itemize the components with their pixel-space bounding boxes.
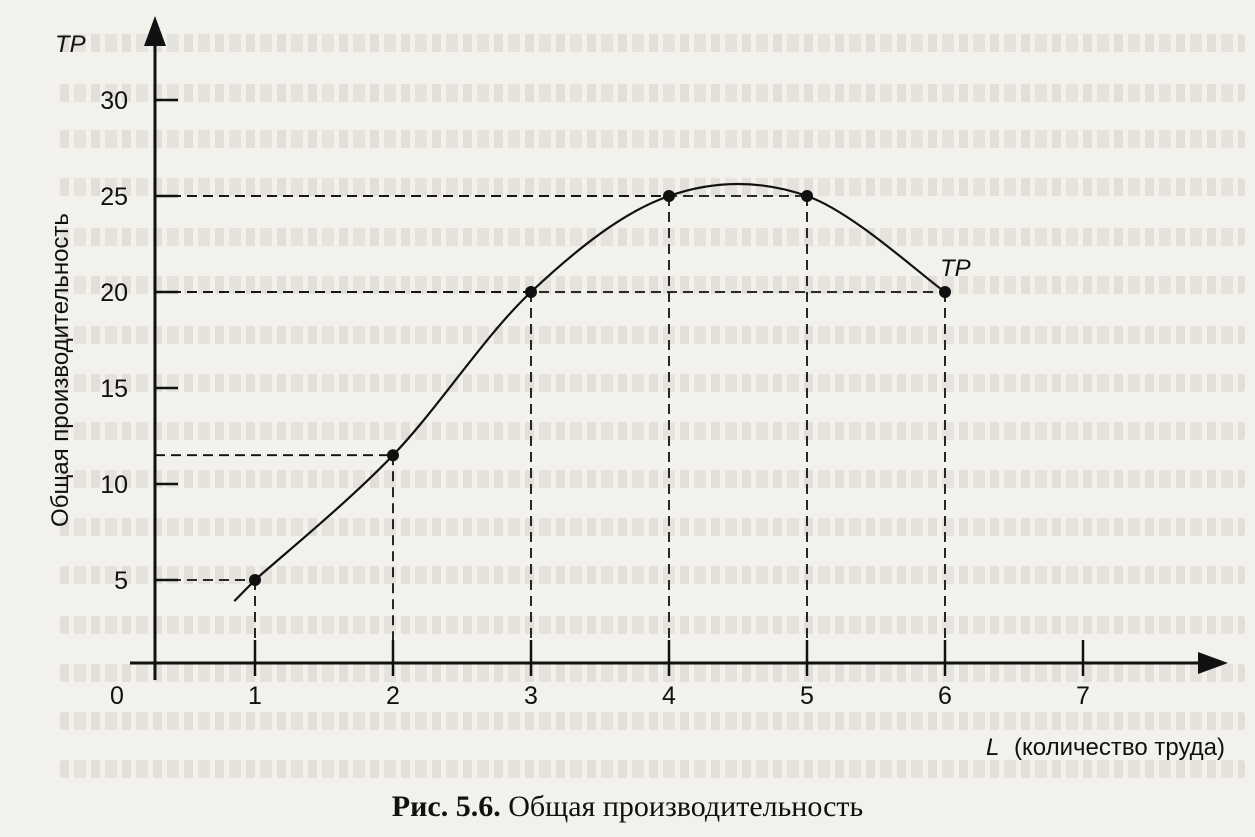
series-label: TP xyxy=(940,255,971,282)
x-axis-symbol: L xyxy=(986,734,999,761)
x-tick-label: 5 xyxy=(800,682,814,710)
tp-data-point xyxy=(525,286,537,298)
tp-data-point xyxy=(387,449,399,462)
y-tick-label: 5 xyxy=(114,567,128,595)
x-tick-label: 7 xyxy=(1076,682,1090,710)
axis-ticks: 5 10 15 20 25 30 1 2 3 4 5 6 7 xyxy=(100,87,1090,710)
tp-curve xyxy=(233,182,946,602)
projection-guides xyxy=(155,195,946,663)
y-axis-symbol: TP xyxy=(55,31,86,58)
x-tick-label: 6 xyxy=(938,682,952,710)
x-axis-title: L (количество труда) xyxy=(986,734,1225,761)
figure-caption: Рис. 5.6. Общая производительность xyxy=(0,790,1255,824)
y-tick-label: 30 xyxy=(100,87,128,115)
origin-label: 0 xyxy=(110,682,124,710)
tp-data-point xyxy=(801,190,813,202)
figure-caption-label: Рис. 5.6. xyxy=(391,790,501,823)
y-tick-label: 15 xyxy=(100,375,128,403)
y-axis-title: Общая производительность xyxy=(47,213,74,527)
x-tick-label: 3 xyxy=(524,682,538,710)
y-tick-label: 25 xyxy=(100,183,128,211)
tp-data-point xyxy=(939,286,951,298)
chart-axes xyxy=(130,16,1228,680)
figure-caption-text: Общая производительность xyxy=(508,790,864,823)
total-product-chart: 5 10 15 20 25 30 1 2 3 4 5 6 7 TP Общая производител… xyxy=(47,16,1228,761)
x-tick-label: 4 xyxy=(662,682,676,710)
tp-data-point xyxy=(663,190,675,202)
y-tick-label: 20 xyxy=(100,279,128,307)
axis-labels: TP Общая производительность 0 TP L (коли… xyxy=(47,31,1225,761)
x-axis-arrow xyxy=(1198,652,1228,674)
y-axis-arrow xyxy=(144,16,166,46)
x-axis-text: (количество труда) xyxy=(1014,734,1225,761)
y-tick-label: 10 xyxy=(100,471,128,499)
tp-curve-group xyxy=(233,182,951,602)
tp-data-point xyxy=(249,574,261,586)
x-tick-label: 1 xyxy=(248,682,262,710)
x-tick-label: 2 xyxy=(386,682,400,710)
